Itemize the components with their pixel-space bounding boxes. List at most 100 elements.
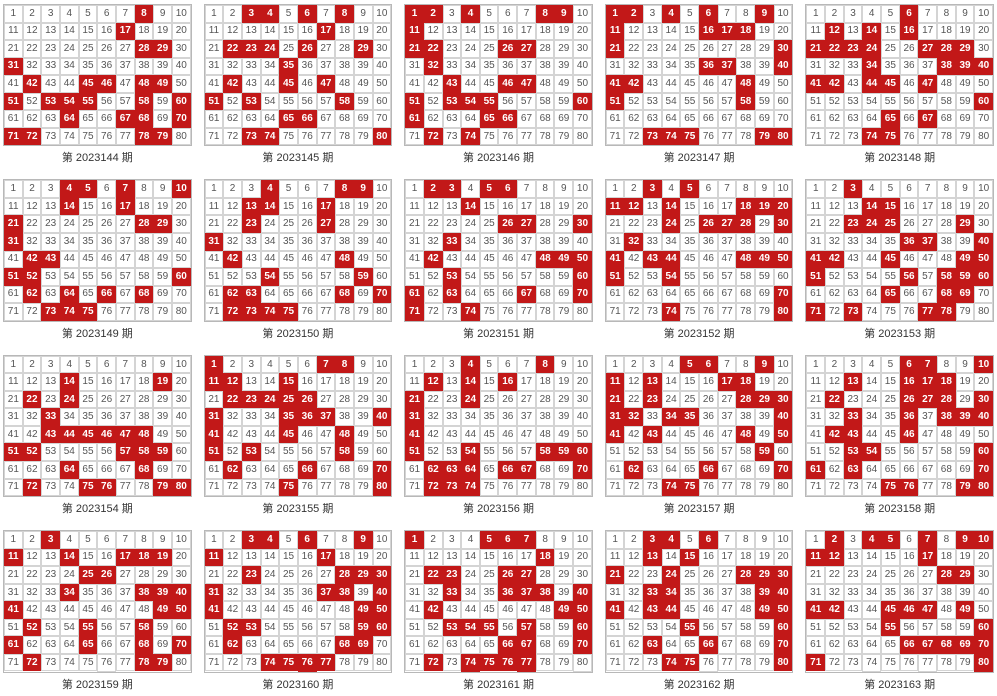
number-cell-highlighted: 72 — [424, 128, 443, 146]
number-cell: 36 — [498, 233, 517, 251]
number-cell-highlighted: 17 — [317, 549, 336, 567]
number-cell: 10 — [172, 356, 191, 374]
number-cell: 33 — [844, 58, 863, 76]
number-cell: 55 — [881, 93, 900, 111]
number-cell-highlighted: 65 — [480, 110, 499, 128]
number-cell: 47 — [517, 601, 536, 619]
number-cell: 9 — [554, 180, 573, 198]
number-cell-highlighted: 24 — [261, 391, 280, 409]
number-cell-highlighted: 67 — [517, 286, 536, 304]
number-cell-highlighted: 59 — [354, 619, 373, 637]
number-cell-highlighted: 66 — [97, 286, 116, 304]
number-cell: 24 — [461, 215, 480, 233]
number-cell: 10 — [573, 531, 592, 549]
number-cell-highlighted: 42 — [223, 75, 242, 93]
number-cell: 67 — [317, 286, 336, 304]
number-cell-highlighted: 7 — [918, 531, 937, 549]
number-cell: 1 — [606, 531, 625, 549]
number-cell-highlighted: 37 — [718, 58, 737, 76]
lottery-panel: 1234567891011121314151617181920212223242… — [4, 530, 191, 691]
number-cell: 7 — [718, 5, 737, 23]
number-cell: 51 — [405, 268, 424, 286]
number-cell: 10 — [573, 356, 592, 374]
number-cell: 34 — [862, 233, 881, 251]
number-cell: 12 — [23, 23, 42, 41]
number-cell: 56 — [97, 443, 116, 461]
number-cell-highlighted: 23 — [242, 566, 261, 584]
number-cell: 61 — [606, 636, 625, 654]
number-cell-highlighted: 19 — [153, 373, 172, 391]
number-cell: 21 — [606, 215, 625, 233]
number-cell: 10 — [974, 5, 993, 23]
number-cell: 76 — [97, 654, 116, 672]
number-cell-highlighted: 17 — [116, 198, 135, 216]
number-cell: 26 — [298, 215, 317, 233]
number-cell: 44 — [862, 251, 881, 269]
number-cell-highlighted: 73 — [643, 128, 662, 146]
number-cell: 73 — [643, 479, 662, 497]
number-cell: 11 — [806, 23, 825, 41]
number-cell: 30 — [974, 40, 993, 58]
number-cell: 69 — [153, 636, 172, 654]
number-cell-highlighted: 68 — [135, 110, 154, 128]
number-cell: 47 — [317, 601, 336, 619]
number-cell: 52 — [424, 93, 443, 111]
number-cell: 6 — [97, 5, 116, 23]
number-cell-highlighted: 29 — [956, 215, 975, 233]
number-cell: 22 — [23, 40, 42, 58]
number-cell: 54 — [662, 93, 681, 111]
number-cell: 33 — [643, 233, 662, 251]
number-cell-highlighted: 68 — [135, 461, 154, 479]
number-cell: 13 — [242, 549, 261, 567]
number-cell-highlighted: 61 — [405, 286, 424, 304]
number-cell: 77 — [517, 128, 536, 146]
number-cell: 77 — [317, 128, 336, 146]
number-cell: 37 — [116, 58, 135, 76]
number-cell: 34 — [461, 233, 480, 251]
number-cell-highlighted: 26 — [498, 40, 517, 58]
number-cell: 67 — [918, 461, 937, 479]
number-cell-highlighted: 80 — [974, 479, 993, 497]
number-cell: 48 — [135, 251, 154, 269]
number-cell: 73 — [643, 303, 662, 321]
number-cell-highlighted: 32 — [424, 58, 443, 76]
number-cell: 6 — [97, 356, 116, 374]
number-cell-highlighted: 50 — [974, 251, 993, 269]
number-cell: 33 — [643, 408, 662, 426]
number-cell: 61 — [405, 636, 424, 654]
number-cell: 8 — [536, 180, 555, 198]
number-cell: 69 — [956, 110, 975, 128]
number-cell: 57 — [718, 619, 737, 637]
number-cell: 73 — [443, 303, 462, 321]
number-cell-highlighted: 49 — [755, 251, 774, 269]
number-cell: 63 — [643, 286, 662, 304]
number-cell-highlighted: 53 — [443, 268, 462, 286]
number-cell: 76 — [900, 654, 919, 672]
number-cell: 33 — [844, 233, 863, 251]
number-cell-highlighted: 17 — [317, 23, 336, 41]
number-cell-highlighted: 7 — [517, 531, 536, 549]
number-cell: 2 — [23, 531, 42, 549]
number-cell: 72 — [223, 128, 242, 146]
number-cell: 76 — [498, 479, 517, 497]
number-cell: 69 — [755, 286, 774, 304]
number-cell: 78 — [536, 128, 555, 146]
number-cell: 20 — [974, 549, 993, 567]
number-cell: 58 — [536, 93, 555, 111]
number-cell: 76 — [298, 303, 317, 321]
number-cell: 74 — [862, 654, 881, 672]
number-cell: 19 — [354, 549, 373, 567]
number-cell: 51 — [606, 619, 625, 637]
number-cell: 12 — [624, 23, 643, 41]
number-cell-highlighted: 70 — [974, 461, 993, 479]
number-cell: 36 — [298, 58, 317, 76]
number-cell: 32 — [825, 58, 844, 76]
number-cell: 19 — [354, 198, 373, 216]
number-cell: 60 — [774, 443, 793, 461]
number-cell: 53 — [443, 443, 462, 461]
number-cell-highlighted: 37 — [918, 233, 937, 251]
number-cell-highlighted: 38 — [335, 584, 354, 602]
number-cell: 51 — [4, 619, 23, 637]
number-cell: 19 — [755, 23, 774, 41]
number-cell: 14 — [461, 549, 480, 567]
